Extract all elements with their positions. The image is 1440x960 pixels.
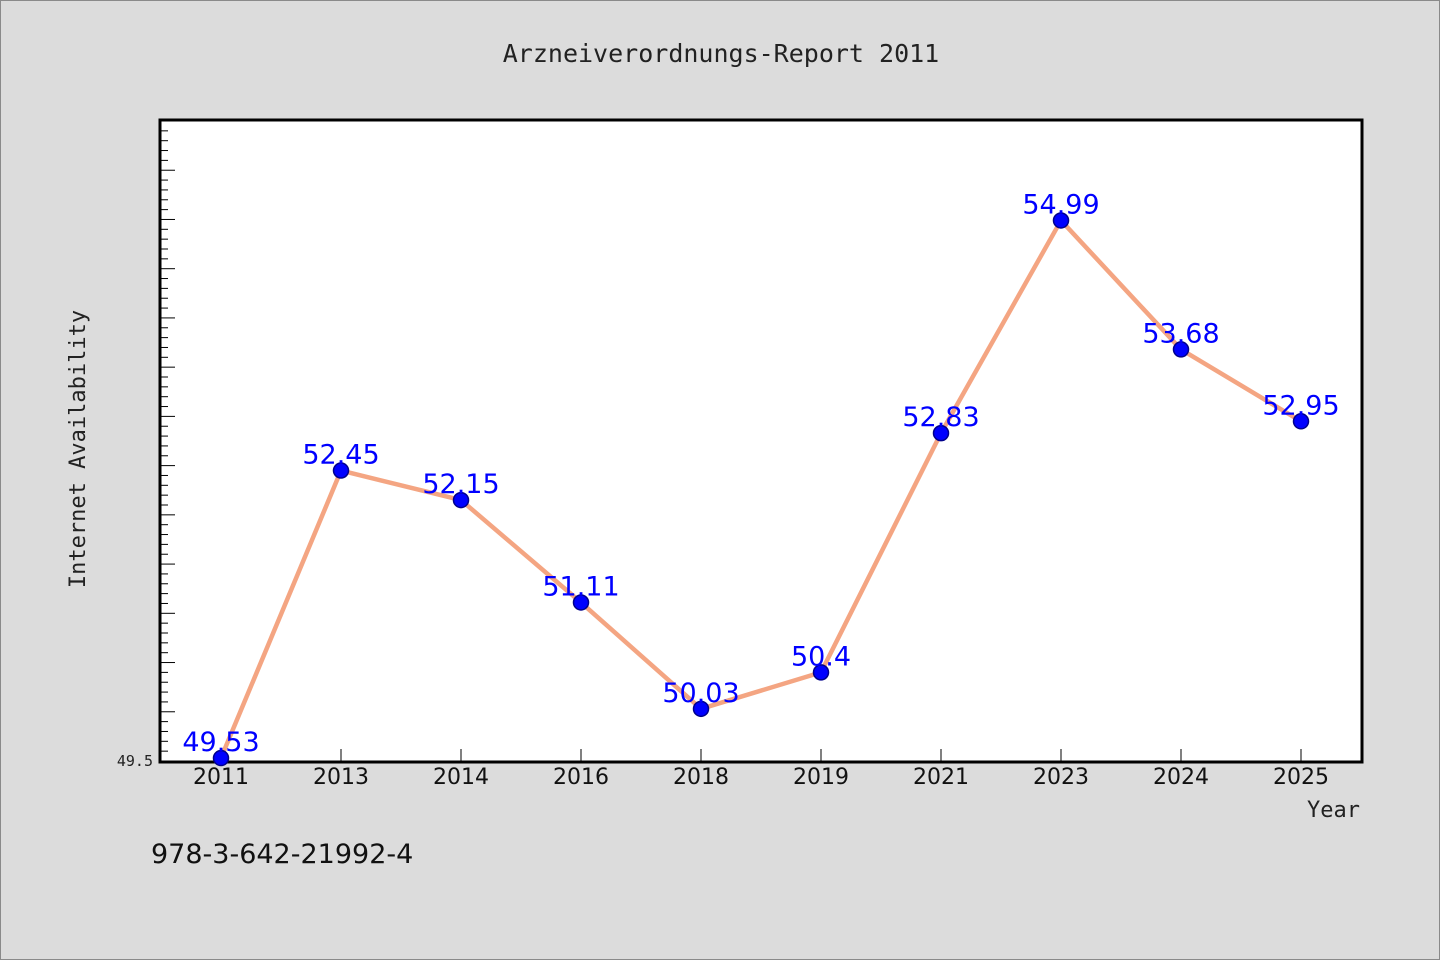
data-point	[692, 700, 710, 718]
x-tick-labels: 2011 2013 2014 2016 2018 2019 2021 2023 2024 2025	[193, 765, 1329, 790]
x-tick-label: 2025	[1273, 765, 1329, 790]
x-axis-label: Year	[1307, 798, 1360, 823]
data-point	[1172, 341, 1190, 358]
data-point	[452, 491, 470, 509]
y-tick-labels: 49.5	[117, 752, 153, 770]
data-label: 50.4	[791, 641, 851, 672]
chart-title: Arzneiverordnungs-Report 2011	[503, 39, 940, 68]
x-tick-label: 2018	[673, 765, 729, 790]
data-label: 49.53	[182, 727, 259, 758]
x-tick-label: 2021	[913, 765, 969, 790]
series-line-group	[218, 218, 1304, 761]
data-label: 50.03	[662, 678, 739, 709]
x-tick-label: 2019	[793, 765, 849, 790]
series-line	[218, 218, 1304, 761]
data-label: 54.99	[1022, 189, 1099, 220]
y-axis-ticks	[161, 120, 175, 762]
data-label: 52.45	[302, 440, 379, 471]
data-point	[932, 424, 950, 442]
x-tick-label: 2011	[193, 765, 249, 790]
data-point	[812, 664, 830, 681]
y-tick-label: 49.5	[117, 752, 153, 770]
data-labels: 49.53 52.45 52.15 51.11 50.03 50.4 52.83 54.99 5…	[182, 189, 1339, 758]
data-point	[572, 594, 590, 611]
data-point	[212, 749, 230, 767]
isbn-annotation: 978-3-642-21992-4	[151, 839, 413, 870]
data-point	[332, 462, 350, 479]
data-label: 52.15	[422, 469, 499, 500]
data-label: 53.68	[1142, 318, 1219, 349]
x-tick-label: 2014	[433, 765, 489, 790]
data-point	[1052, 212, 1070, 229]
data-points	[212, 212, 1310, 767]
data-label: 51.11	[542, 571, 619, 602]
x-tick-label: 2016	[553, 765, 609, 790]
data-point	[1292, 413, 1310, 430]
plot-area	[158, 118, 1364, 764]
data-label: 52.83	[902, 402, 979, 433]
x-tick-label: 2013	[313, 765, 369, 790]
data-label: 52.95	[1262, 390, 1339, 421]
y-axis-label: Internet Availability	[66, 310, 91, 588]
x-tick-label: 2024	[1153, 765, 1209, 790]
x-tick-label: 2023	[1033, 765, 1089, 790]
